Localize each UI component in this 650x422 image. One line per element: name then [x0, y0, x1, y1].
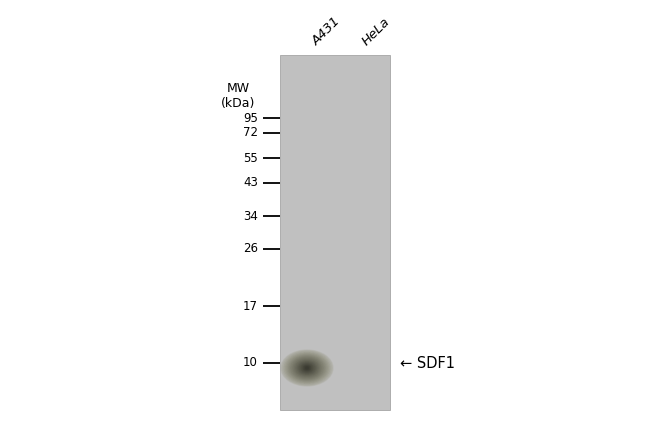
Text: 43: 43 [243, 176, 258, 189]
Text: A431: A431 [310, 15, 343, 48]
Ellipse shape [296, 361, 317, 375]
Text: 34: 34 [243, 209, 258, 222]
Text: ← SDF1: ← SDF1 [400, 355, 455, 371]
Ellipse shape [306, 367, 308, 369]
Ellipse shape [286, 354, 328, 382]
Text: HeLa: HeLa [360, 15, 393, 48]
Ellipse shape [295, 360, 318, 376]
Text: 10: 10 [243, 357, 258, 370]
Ellipse shape [294, 359, 320, 377]
Ellipse shape [290, 356, 324, 380]
Text: 55: 55 [243, 151, 258, 165]
Ellipse shape [291, 357, 322, 379]
Ellipse shape [281, 350, 333, 386]
Ellipse shape [303, 365, 311, 371]
Ellipse shape [304, 366, 309, 370]
Text: 72: 72 [243, 127, 258, 140]
Text: 17: 17 [243, 300, 258, 313]
Ellipse shape [285, 353, 329, 383]
Ellipse shape [298, 362, 316, 374]
Ellipse shape [300, 363, 313, 373]
Ellipse shape [283, 352, 330, 384]
Ellipse shape [287, 354, 326, 381]
Text: 26: 26 [243, 243, 258, 255]
Ellipse shape [282, 351, 332, 385]
Ellipse shape [299, 362, 315, 373]
Bar [280, 55, 390, 410]
Ellipse shape [289, 355, 325, 381]
Ellipse shape [292, 358, 321, 378]
Text: 95: 95 [243, 111, 258, 124]
Ellipse shape [302, 365, 312, 372]
Text: MW
(kDa): MW (kDa) [221, 82, 255, 110]
